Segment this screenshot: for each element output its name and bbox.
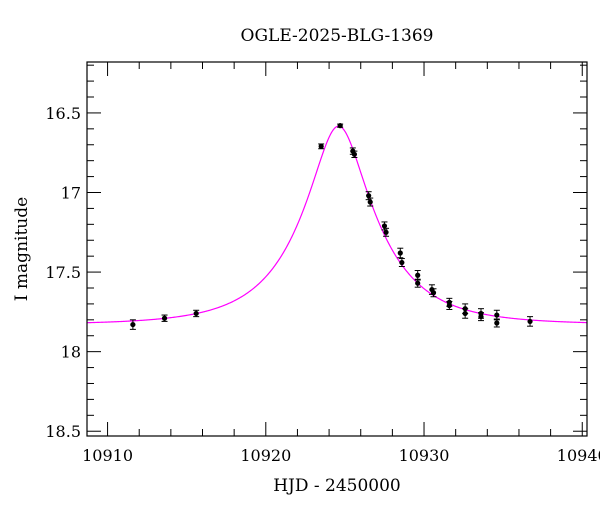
data-point (381, 223, 388, 229)
data-point (462, 310, 468, 317)
data-point (351, 151, 358, 157)
data-point (161, 315, 168, 321)
y-tick-label: 17 (61, 184, 81, 203)
data-point (367, 199, 373, 205)
data-point (446, 302, 452, 309)
x-tick-label: 10940 (557, 446, 600, 465)
x-tick-label: 10930 (399, 446, 450, 465)
y-axis-label: I magnitude (12, 197, 32, 301)
data-point (397, 250, 403, 256)
x-tick-label: 10920 (240, 446, 291, 465)
chart-title: OGLE-2025-BLG-1369 (241, 26, 434, 46)
data-point (383, 229, 389, 235)
y-tick-label: 18.5 (45, 422, 81, 441)
model-curve (87, 125, 587, 324)
data-point (337, 123, 343, 129)
y-tick-label: 18 (61, 343, 81, 362)
data-point (130, 321, 136, 328)
data-point (366, 193, 372, 199)
data-point (494, 320, 500, 326)
data-point (415, 272, 421, 278)
data-point (399, 259, 405, 266)
y-tick-label: 17.5 (45, 263, 81, 282)
data-point (494, 312, 500, 318)
x-axis-label: HJD - 2450000 (273, 476, 401, 496)
data-point (430, 290, 437, 296)
plot-frame (86, 61, 588, 437)
y-tick-label: 16.5 (45, 104, 81, 123)
x-tick-label: 10910 (82, 446, 133, 465)
data-point (527, 318, 533, 325)
data-point (415, 280, 421, 286)
data-point (318, 143, 324, 149)
data-point (478, 314, 484, 320)
data-point (193, 310, 199, 317)
